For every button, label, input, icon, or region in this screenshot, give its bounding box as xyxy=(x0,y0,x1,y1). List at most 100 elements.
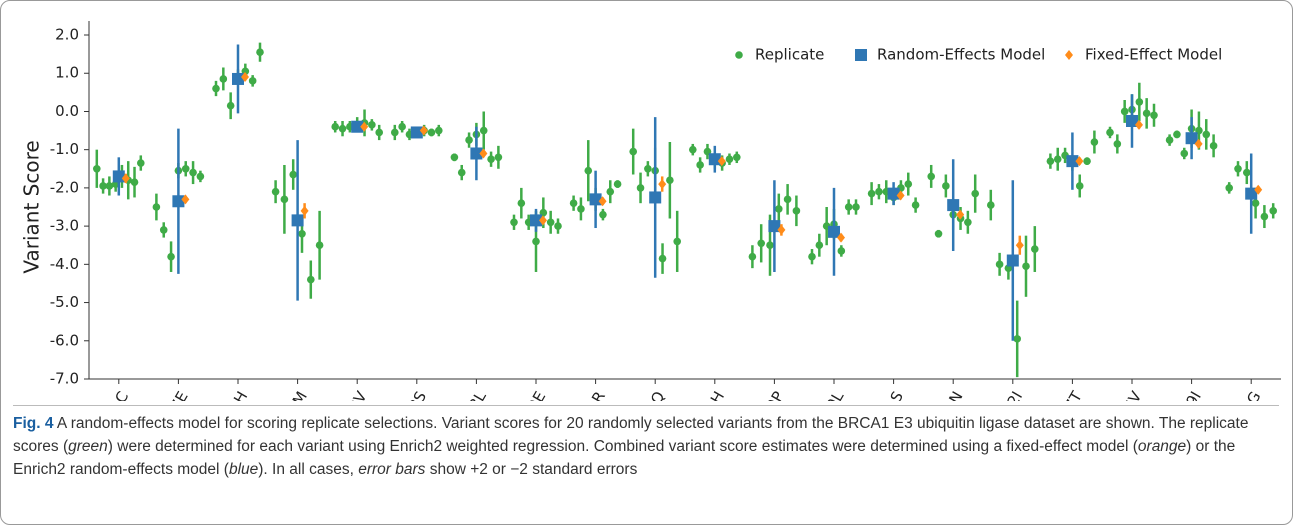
caption-text: ). In all cases, xyxy=(258,461,359,478)
x-tick-label: L62I xyxy=(995,388,1027,401)
replicate-point xyxy=(1106,128,1114,137)
random-effects-marker xyxy=(828,225,840,238)
replicate-point xyxy=(517,199,526,207)
random-effects-marker xyxy=(708,153,721,166)
x-tick-label: I41S xyxy=(875,388,907,401)
caption-text: ) were determined for each variant using… xyxy=(107,438,1138,455)
replicate-point xyxy=(315,241,324,250)
replicate-point xyxy=(1090,138,1099,146)
replicate-point xyxy=(212,84,220,93)
replicate-point xyxy=(904,180,913,188)
replicate-point xyxy=(105,182,114,190)
replicate-point xyxy=(1165,136,1174,144)
fixed-effect-marker xyxy=(1135,119,1143,130)
fixed-effect-marker xyxy=(1075,156,1084,167)
y-tick-label: -5.0 xyxy=(50,293,79,311)
replicate-point xyxy=(808,252,816,261)
replicate-point xyxy=(1083,157,1091,165)
random-effects-marker xyxy=(112,170,125,183)
replicate-point xyxy=(435,126,443,135)
replicate-point xyxy=(644,164,652,173)
fixed-effect-marker xyxy=(539,215,547,226)
replicate-point xyxy=(546,218,555,227)
replicate-point xyxy=(584,166,593,175)
replicate-point xyxy=(577,205,585,213)
replicate-point xyxy=(465,136,473,144)
random-effects-marker xyxy=(172,195,185,208)
replicate-point xyxy=(629,147,637,156)
fixed-effect-marker xyxy=(717,156,726,167)
replicate-point xyxy=(375,128,384,137)
replicate-point xyxy=(783,195,792,204)
replicate-point xyxy=(554,222,562,230)
caption-text: show +2 or −2 standard errors xyxy=(425,461,638,478)
replicate-point xyxy=(226,101,235,110)
replicate-point xyxy=(1046,157,1055,165)
random-effects-marker xyxy=(470,147,483,160)
legend-marker xyxy=(735,51,743,59)
x-tick-label: E99G xyxy=(1229,388,1265,401)
replicate-point xyxy=(398,122,406,131)
fixed-effect-marker xyxy=(419,125,428,136)
random-effects-marker xyxy=(589,193,602,206)
replicate-point xyxy=(733,153,741,162)
replicate-point xyxy=(1269,207,1277,215)
random-effects-marker xyxy=(351,120,364,133)
replicate-point xyxy=(1209,142,1218,150)
replicate-point xyxy=(696,161,704,169)
y-tick-label: 0.0 xyxy=(55,102,79,120)
replicate-point xyxy=(1142,109,1151,118)
replicate-point xyxy=(927,172,935,181)
replicate-point xyxy=(911,201,920,209)
replicate-point xyxy=(942,182,950,190)
replicate-point xyxy=(964,218,972,227)
x-tick-label: S35H xyxy=(693,388,729,401)
replicate-point xyxy=(725,155,734,164)
caption-label: Fig. 4 xyxy=(13,415,54,432)
replicate-point xyxy=(815,241,824,250)
replicate-point xyxy=(391,128,399,137)
x-tick-label: I67T xyxy=(1054,388,1086,401)
replicate-point xyxy=(1135,98,1144,106)
y-tick-label: -1.0 xyxy=(50,140,79,158)
fixed-effect-marker xyxy=(658,179,667,190)
replicate-point xyxy=(280,195,289,204)
replicate-point xyxy=(757,239,765,248)
random-effects-marker xyxy=(1126,115,1138,127)
x-tick-label: A16M xyxy=(274,388,311,401)
x-tick-label: P33R xyxy=(574,388,609,401)
replicate-point xyxy=(844,203,853,211)
replicate-point xyxy=(307,275,315,284)
x-tick-label: V7E xyxy=(162,388,192,401)
random-effects-marker xyxy=(947,199,960,212)
replicate-point xyxy=(1202,130,1211,139)
replicate-point xyxy=(1075,182,1084,190)
replicate-point xyxy=(867,189,876,198)
fixed-effect-marker xyxy=(1254,184,1263,195)
replicate-point xyxy=(1225,184,1233,192)
caption-text: A random-effects model for scoring repli… xyxy=(13,415,1249,455)
replicate-point xyxy=(338,124,347,133)
replicate-point xyxy=(181,164,190,173)
random-effects-marker xyxy=(1006,254,1019,267)
caption-text: ) or the Enrich2 random-effects model ( xyxy=(13,438,1236,478)
replicate-point xyxy=(510,218,518,227)
replicate-point xyxy=(1053,155,1062,164)
replicate-point xyxy=(689,145,697,154)
caption-text: orange xyxy=(1137,438,1187,455)
x-tick-label: D39P xyxy=(752,388,787,401)
fixed-effect-marker xyxy=(1015,240,1024,251)
fixed-effect-marker xyxy=(360,121,369,132)
random-effects-marker xyxy=(291,214,304,227)
replicate-point xyxy=(1173,130,1181,139)
replicate-point xyxy=(494,153,503,162)
random-effects-marker xyxy=(768,220,781,233)
replicate-point xyxy=(248,77,257,85)
replicate-point xyxy=(450,153,459,162)
replicate-point xyxy=(852,203,860,211)
replicate-point xyxy=(569,199,578,207)
replicate-point xyxy=(837,247,846,255)
replicate-point xyxy=(331,122,340,131)
replicate-point xyxy=(658,254,667,263)
x-tick-label: L51N xyxy=(932,388,967,401)
